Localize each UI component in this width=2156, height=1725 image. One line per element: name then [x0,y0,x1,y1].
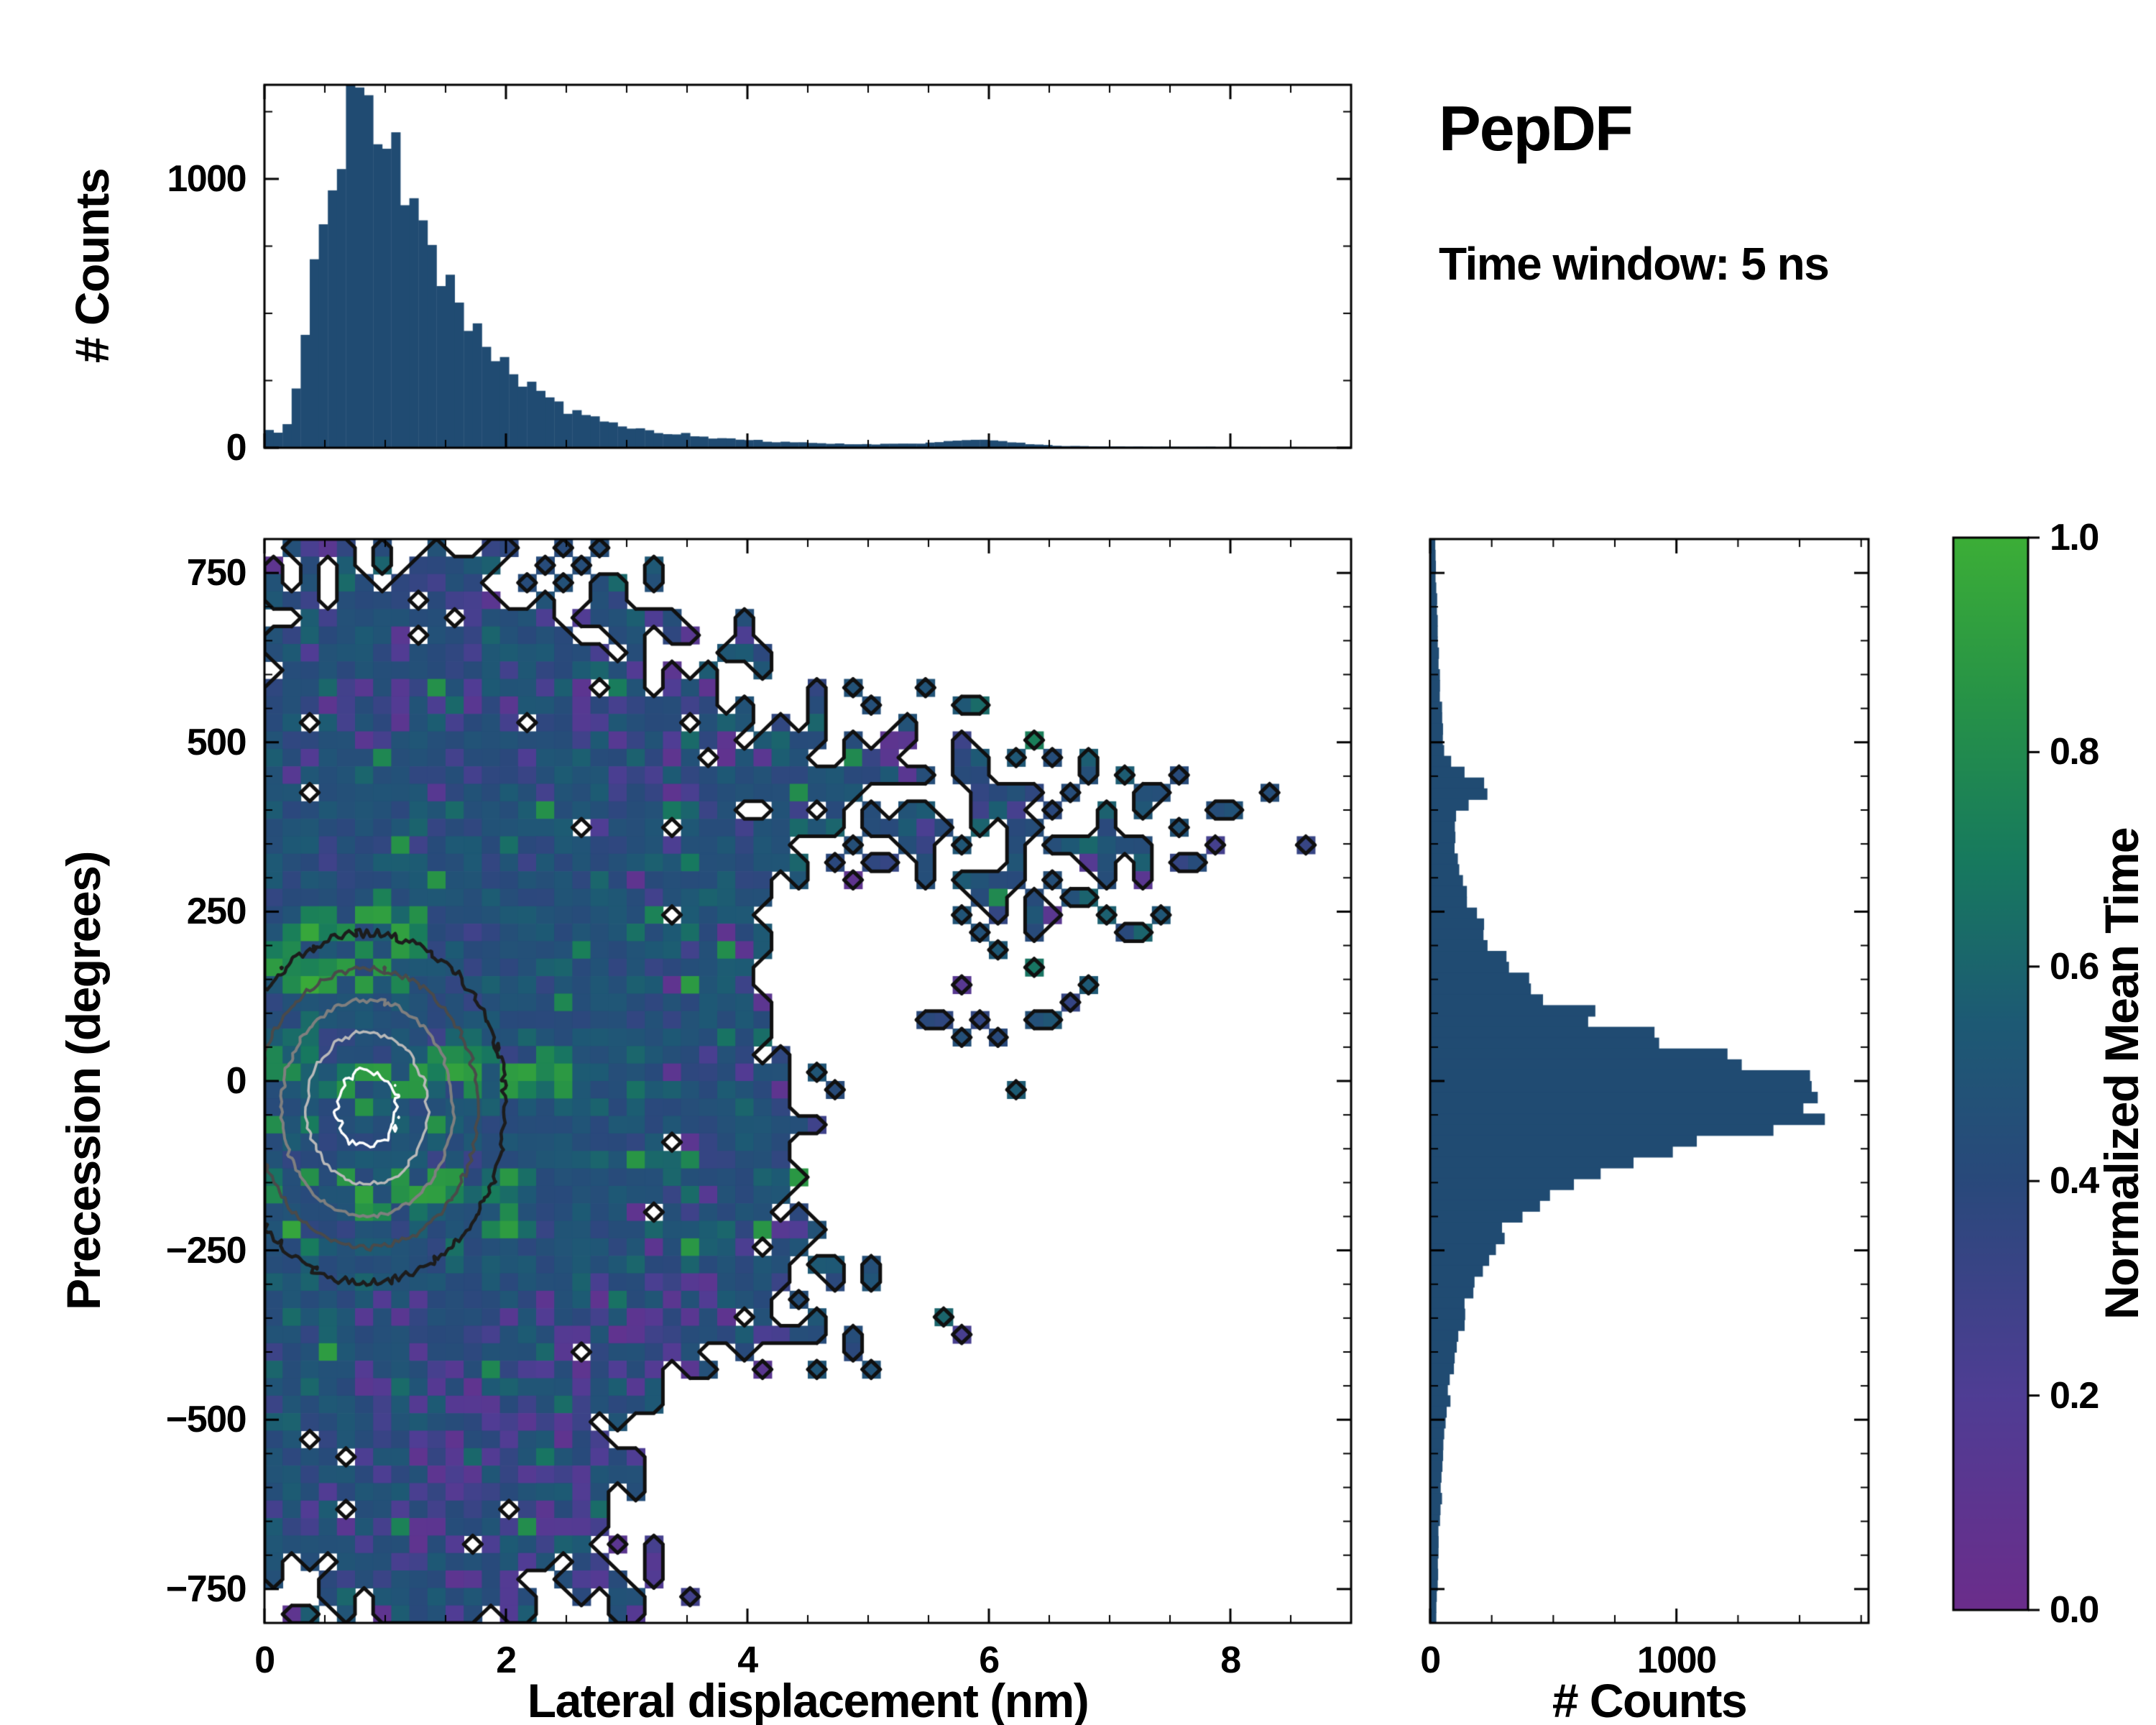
colorbar-label: Normalized Mean Time [2095,828,2148,1320]
main-ylabel: Precession (degrees) [57,852,110,1310]
plot-subtitle: Time window: 5 ns [1439,238,1830,290]
plot-title: PepDF [1439,93,1634,164]
top-hist-ylabel: # Counts [65,168,119,364]
main-xlabel: Lateral displacement (nm) [527,1674,1089,1725]
right-hist-xlabel: # Counts [1552,1674,1748,1725]
